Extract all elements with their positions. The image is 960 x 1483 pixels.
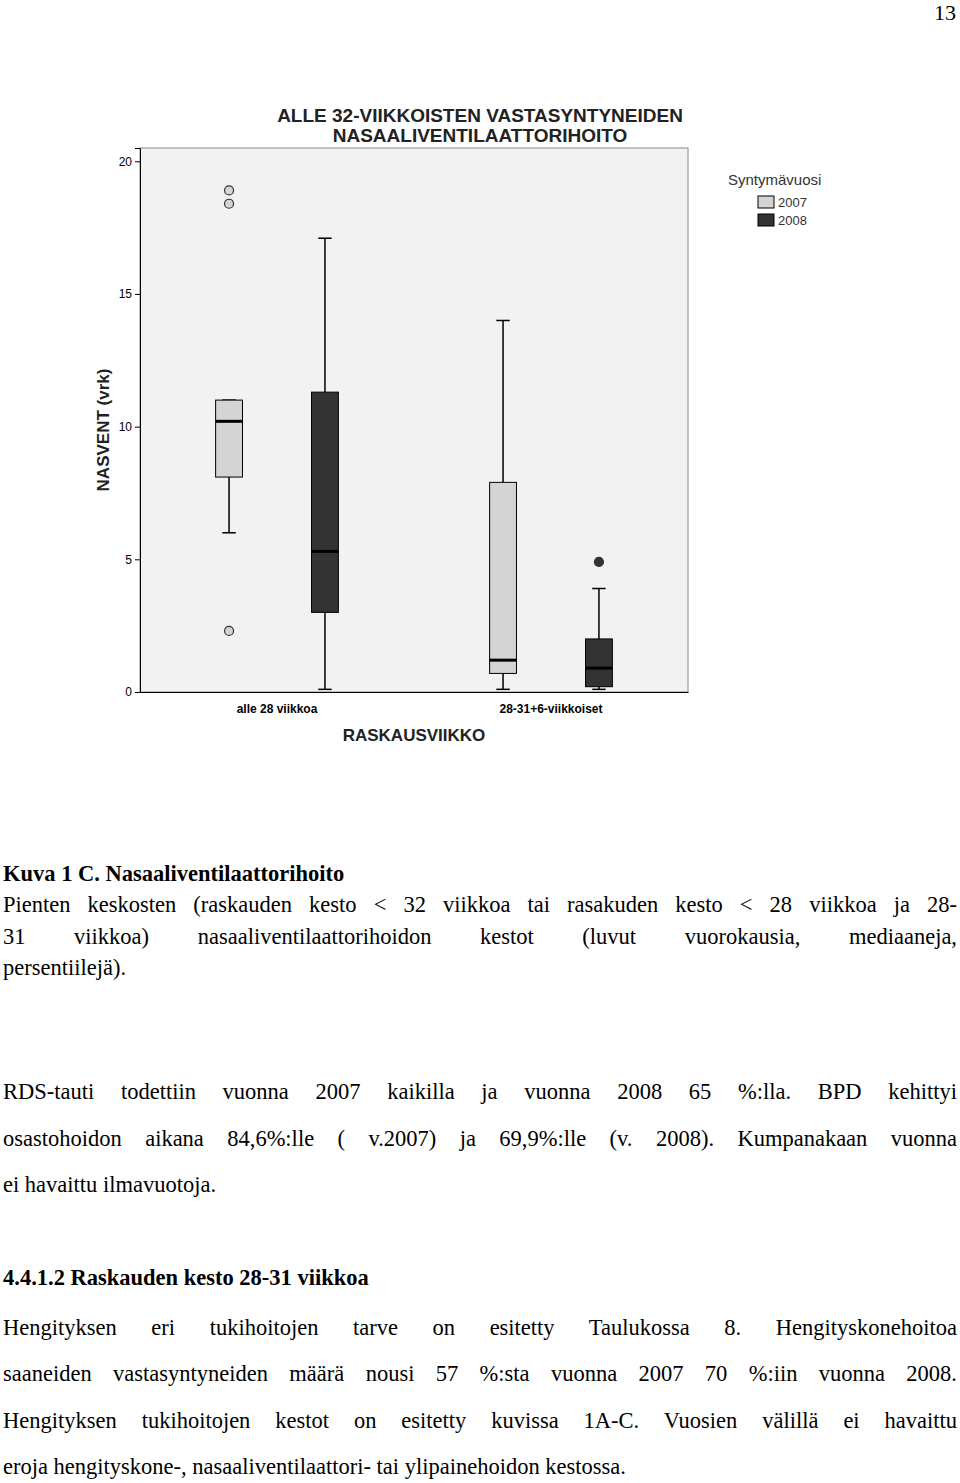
median [312, 550, 339, 553]
x-tick: 28-31+6-viikkoiset [499, 692, 602, 716]
box-body [490, 482, 517, 673]
box-body [216, 400, 243, 477]
y-tick-label: 15 [119, 287, 133, 301]
y-tick-mark [135, 427, 140, 428]
outlier [594, 557, 603, 566]
paragraph-line: osastohoidon aikana 84,6%:lle ( v.2007) … [3, 1125, 957, 1153]
whisker-cap [496, 689, 509, 691]
y-tick-label: 5 [125, 553, 132, 567]
caption-line: 31 viikkoa) nasaaliventilaattorihoidon k… [3, 923, 957, 951]
y-tick-mark [135, 294, 140, 295]
y-tick-mark [135, 559, 140, 560]
chart-title: NASAALIVENTILAATTORIHOITO [333, 125, 628, 146]
box [586, 557, 613, 689]
whisker-lower [324, 612, 326, 689]
box [216, 186, 243, 636]
paragraph-line: ei havaittu ilmavuotoja. [3, 1171, 957, 1199]
x-axis: alle 28 viikkoa 28-31+6-viikkoiset [141, 692, 689, 716]
x-tick-label: alle 28 viikkoa [237, 702, 318, 716]
y-tick: 10 [119, 420, 140, 434]
y-tick: 5 [125, 553, 140, 567]
y-tick: 0 [125, 685, 140, 699]
legend: Syntymävuosi 2007 2008 [728, 171, 821, 228]
box-body [586, 639, 613, 687]
page-number: 13 [934, 0, 956, 26]
y-tick: 15 [119, 287, 140, 301]
whisker-upper [502, 320, 504, 482]
median [586, 667, 613, 670]
y-tick: 20 [119, 155, 140, 169]
marks [216, 186, 613, 689]
box [490, 320, 517, 689]
y-tick-label: 0 [125, 685, 132, 699]
y-axis: 0 5 10 15 20 [119, 149, 141, 700]
x-tick-label: 28-31+6-viikkoiset [499, 702, 602, 716]
whisker-cap [318, 237, 331, 239]
paragraph-line: Hengityksen tukihoitojen kestot on esite… [3, 1407, 957, 1435]
legend-title: Syntymävuosi [728, 171, 821, 188]
caption-line: persentiilejä). [3, 954, 957, 982]
caption-line: Pienten keskosten (raskauden kesto < 32 … [3, 891, 957, 919]
x-tick: alle 28 viikkoa [237, 692, 318, 716]
y-tick-label: 10 [119, 420, 133, 434]
outlier [225, 626, 234, 635]
x-axis-line [141, 692, 689, 693]
box [312, 238, 339, 689]
whisker-lower [228, 477, 230, 533]
y-axis-title: NASVENT (vrk) [94, 369, 113, 492]
section-heading: 4.4.1.2 Raskauden kesto 28-31 viikkoa [3, 1264, 957, 1292]
paragraph-line: Hengityksen eri tukihoitojen tarve on es… [3, 1314, 957, 1342]
whisker-cap [592, 689, 605, 691]
whisker-cap [496, 320, 509, 322]
whisker-cap [318, 689, 331, 691]
paragraph-line: RDS-tauti todettiin vuonna 2007 kaikilla… [3, 1078, 957, 1106]
legend-swatch [758, 196, 774, 208]
whisker-cap [222, 532, 235, 534]
whisker-cap [592, 588, 605, 590]
y-tick-label: 20 [119, 155, 133, 169]
chart-title: ALLE 32-VIIKKOISTEN VASTASYNTYNEIDEN [277, 105, 683, 126]
legend-label: 2008 [778, 213, 807, 228]
whisker-upper [598, 589, 600, 639]
legend-swatch [758, 214, 774, 226]
median [490, 659, 517, 662]
y-axis-line [135, 149, 141, 693]
whisker-lower [502, 673, 504, 689]
y-tick-mark [135, 161, 140, 162]
box-body [312, 392, 339, 612]
outlier [225, 186, 234, 195]
chart: ALLE 32-VIIKKOISTEN VASTASYNTYNEIDENNASA… [0, 0, 960, 800]
whisker-upper [324, 238, 326, 392]
median [216, 420, 243, 423]
paragraph-line: eroja hengityskone-, nasaaliventilaattor… [3, 1453, 957, 1481]
plot-frame [140, 148, 688, 692]
x-axis-title: RASKAUSVIIKKO [343, 726, 486, 745]
caption-title: Kuva 1 C. Nasaaliventilaattorihoito [3, 860, 957, 888]
outlier [225, 199, 234, 208]
paragraph-line: saaneiden vastasyntyneiden määrä nousi 5… [3, 1360, 957, 1388]
legend-label: 2007 [778, 195, 807, 210]
y-tick-mark [135, 692, 140, 693]
